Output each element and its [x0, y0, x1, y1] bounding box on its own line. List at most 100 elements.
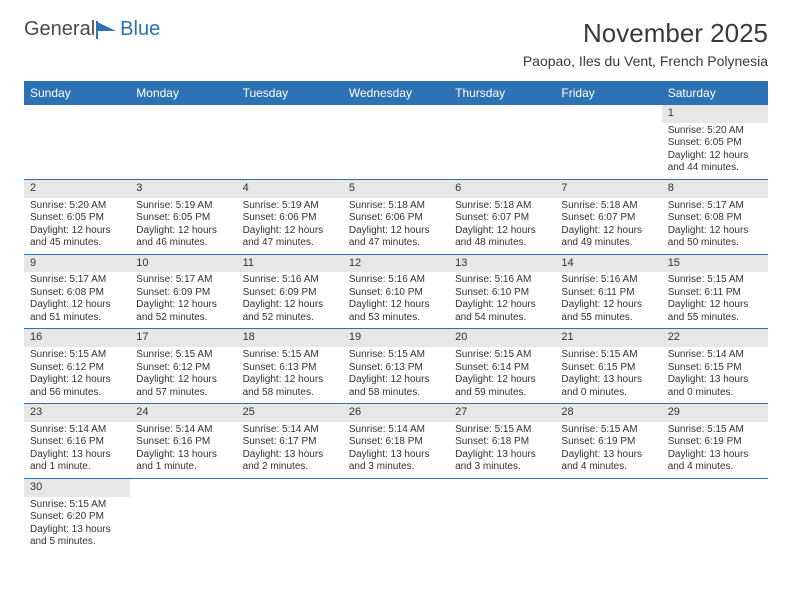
cell-line: and 46 minutes. [136, 237, 230, 250]
cell-line: and 44 minutes. [668, 162, 762, 175]
cell-line: Daylight: 12 hours [30, 225, 124, 238]
cell-line: and 47 minutes. [243, 237, 337, 250]
calendar-cell-empty [237, 478, 343, 552]
cell-line: Sunrise: 5:16 AM [243, 274, 337, 287]
cell-line: Daylight: 12 hours [30, 374, 124, 387]
cell-line: Sunset: 6:16 PM [30, 436, 124, 449]
cell-line: and 0 minutes. [668, 387, 762, 400]
calendar-cell: 28Sunrise: 5:15 AMSunset: 6:19 PMDayligh… [555, 404, 661, 479]
day-number: 4 [237, 180, 343, 198]
calendar-cell: 8Sunrise: 5:17 AMSunset: 6:08 PMDaylight… [662, 179, 768, 254]
calendar-cell-empty [130, 105, 236, 179]
cell-line: Sunrise: 5:18 AM [455, 200, 549, 213]
cell-line: Daylight: 12 hours [668, 299, 762, 312]
calendar-cell-empty [343, 105, 449, 179]
calendar-cell: 18Sunrise: 5:15 AMSunset: 6:13 PMDayligh… [237, 329, 343, 404]
cell-line: Sunset: 6:11 PM [561, 287, 655, 300]
cell-line: Sunrise: 5:14 AM [136, 424, 230, 437]
calendar-cell-empty [130, 478, 236, 552]
cell-line: Sunrise: 5:14 AM [30, 424, 124, 437]
cell-line: Daylight: 12 hours [455, 374, 549, 387]
calendar-cell: 6Sunrise: 5:18 AMSunset: 6:07 PMDaylight… [449, 179, 555, 254]
cell-line: Daylight: 13 hours [668, 374, 762, 387]
calendar-cell: 12Sunrise: 5:16 AMSunset: 6:10 PMDayligh… [343, 254, 449, 329]
day-number: 16 [24, 329, 130, 347]
cell-line: Daylight: 12 hours [243, 225, 337, 238]
cell-line: Daylight: 12 hours [243, 299, 337, 312]
logo-text-1: General [24, 18, 95, 41]
cell-line: Sunrise: 5:20 AM [668, 125, 762, 138]
day-number: 23 [24, 404, 130, 422]
cell-line: Sunset: 6:06 PM [243, 212, 337, 225]
cell-line: and 52 minutes. [136, 312, 230, 325]
cell-line: Sunset: 6:18 PM [349, 436, 443, 449]
calendar-row: 1Sunrise: 5:20 AMSunset: 6:05 PMDaylight… [24, 105, 768, 179]
cell-line: Sunset: 6:06 PM [349, 212, 443, 225]
cell-line: Daylight: 12 hours [30, 299, 124, 312]
day-header: Friday [555, 81, 661, 105]
cell-line: and 49 minutes. [561, 237, 655, 250]
calendar-cell-empty [662, 478, 768, 552]
cell-line: Sunset: 6:19 PM [668, 436, 762, 449]
calendar-cell: 2Sunrise: 5:20 AMSunset: 6:05 PMDaylight… [24, 179, 130, 254]
day-header: Sunday [24, 81, 130, 105]
day-number: 24 [130, 404, 236, 422]
calendar-cell: 26Sunrise: 5:14 AMSunset: 6:18 PMDayligh… [343, 404, 449, 479]
calendar-cell: 17Sunrise: 5:15 AMSunset: 6:12 PMDayligh… [130, 329, 236, 404]
day-number: 27 [449, 404, 555, 422]
cell-line: Daylight: 12 hours [349, 225, 443, 238]
calendar-table: SundayMondayTuesdayWednesdayThursdayFrid… [24, 81, 768, 553]
cell-line: Daylight: 12 hours [668, 150, 762, 163]
cell-line: Sunrise: 5:18 AM [349, 200, 443, 213]
cell-line: Sunset: 6:05 PM [668, 137, 762, 150]
calendar-cell-empty [449, 478, 555, 552]
calendar-cell: 7Sunrise: 5:18 AMSunset: 6:07 PMDaylight… [555, 179, 661, 254]
calendar-cell: 5Sunrise: 5:18 AMSunset: 6:06 PMDaylight… [343, 179, 449, 254]
day-number: 18 [237, 329, 343, 347]
calendar-body: 1Sunrise: 5:20 AMSunset: 6:05 PMDaylight… [24, 105, 768, 553]
cell-line: Sunset: 6:09 PM [136, 287, 230, 300]
cell-line: Sunrise: 5:15 AM [30, 499, 124, 512]
cell-line: Daylight: 13 hours [30, 449, 124, 462]
cell-line: Sunset: 6:10 PM [455, 287, 549, 300]
cell-line: Sunrise: 5:20 AM [30, 200, 124, 213]
cell-line: Daylight: 13 hours [561, 374, 655, 387]
calendar-cell: 20Sunrise: 5:15 AMSunset: 6:14 PMDayligh… [449, 329, 555, 404]
cell-line: Sunrise: 5:19 AM [136, 200, 230, 213]
cell-line: Sunset: 6:15 PM [561, 362, 655, 375]
day-number: 25 [237, 404, 343, 422]
cell-line: and 4 minutes. [561, 461, 655, 474]
cell-line: Sunrise: 5:15 AM [561, 424, 655, 437]
calendar-cell: 4Sunrise: 5:19 AMSunset: 6:06 PMDaylight… [237, 179, 343, 254]
cell-line: Sunset: 6:08 PM [668, 212, 762, 225]
day-number: 11 [237, 255, 343, 273]
day-number: 17 [130, 329, 236, 347]
cell-line: Sunset: 6:07 PM [561, 212, 655, 225]
cell-line: Sunset: 6:17 PM [243, 436, 337, 449]
day-number: 26 [343, 404, 449, 422]
cell-line: Sunset: 6:13 PM [349, 362, 443, 375]
day-number: 13 [449, 255, 555, 273]
cell-line: and 55 minutes. [668, 312, 762, 325]
day-number: 29 [662, 404, 768, 422]
cell-line: and 1 minute. [30, 461, 124, 474]
cell-line: and 48 minutes. [455, 237, 549, 250]
day-number: 21 [555, 329, 661, 347]
calendar-cell-empty [555, 478, 661, 552]
day-number: 7 [555, 180, 661, 198]
location: Paopao, Iles du Vent, French Polynesia [523, 53, 768, 69]
cell-line: Sunrise: 5:15 AM [668, 274, 762, 287]
day-number: 9 [24, 255, 130, 273]
cell-line: Sunrise: 5:15 AM [30, 349, 124, 362]
day-header: Thursday [449, 81, 555, 105]
cell-line: Daylight: 12 hours [668, 225, 762, 238]
day-number: 2 [24, 180, 130, 198]
day-header: Wednesday [343, 81, 449, 105]
calendar-cell: 16Sunrise: 5:15 AMSunset: 6:12 PMDayligh… [24, 329, 130, 404]
day-number: 10 [130, 255, 236, 273]
cell-line: and 50 minutes. [668, 237, 762, 250]
cell-line: Sunrise: 5:16 AM [455, 274, 549, 287]
cell-line: Daylight: 13 hours [455, 449, 549, 462]
calendar-cell: 30Sunrise: 5:15 AMSunset: 6:20 PMDayligh… [24, 478, 130, 552]
calendar-row: 16Sunrise: 5:15 AMSunset: 6:12 PMDayligh… [24, 329, 768, 404]
